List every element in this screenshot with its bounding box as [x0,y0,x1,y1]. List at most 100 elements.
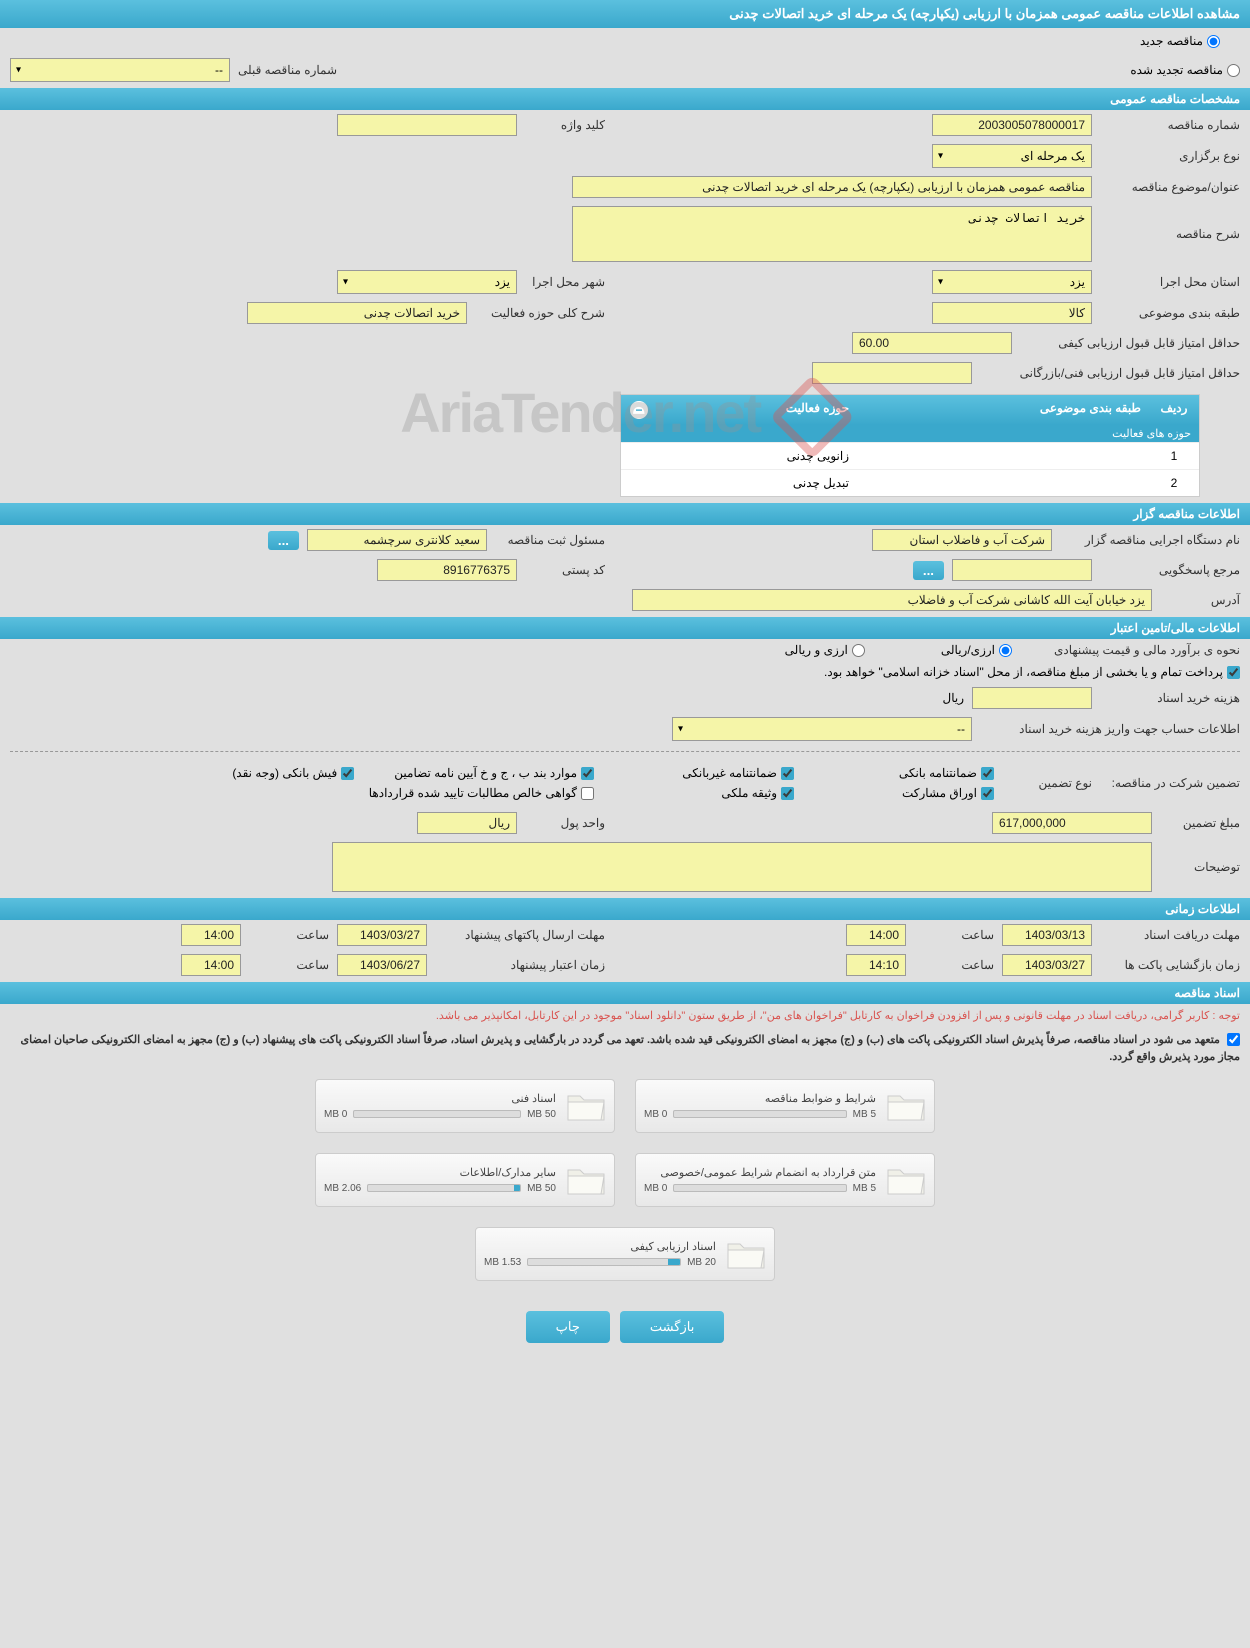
receive-date: 1403/03/13 [1002,924,1092,946]
receive-time-label: ساعت [914,928,994,942]
account-info-select[interactable]: -- [672,717,972,741]
doc-card[interactable]: سایر مدارک/اطلاعات50 MB2.06 MB [315,1153,615,1207]
cb-bank-guarantee[interactable]: ضمانتنامه بانکی [834,766,994,780]
address-field: یزد خیابان آیت الله کاشانی شرکت آب و فاض… [632,589,1152,611]
doc-total: 5 MB [853,1109,876,1120]
min-quality-label: حداقل امتیاز قابل قبول ارزیابی کیفی [1020,336,1240,350]
doc-card[interactable]: متن قرارداد به انضمام شرایط عمومی/خصوصی5… [635,1153,935,1207]
keyword-label: کلید واژه [525,118,605,132]
doc-used: 0 MB [324,1109,347,1120]
reg-person-field: سعید کلانتری سرچشمه [307,529,487,551]
city-select[interactable]: یزد [337,270,517,294]
th-row: ردیف [1149,395,1199,425]
doc-title: اسناد فنی [324,1092,556,1105]
notice-checkbox[interactable] [1227,1033,1240,1046]
guarantee-label: تضمین شرکت در مناقصه: [1100,776,1240,790]
cb-property[interactable]: وثیقه ملکی [634,786,794,800]
back-button[interactable]: بازگشت [620,1311,724,1343]
cell-n: 1 [1149,443,1199,469]
type-label: نوع برگزاری [1100,149,1240,163]
open-label: زمان بازگشایی پاکت ها [1100,958,1240,972]
minus-icon[interactable]: − [630,401,648,419]
send-date: 1403/03/27 [337,924,427,946]
guarantee-type-label: نوع تضمین [1012,776,1092,790]
doc-progress [367,1184,521,1192]
account-info-label: اطلاعات حساب جهت واریز هزینه خرید اسناد [980,722,1240,736]
radio-renewed-tender[interactable]: مناقصه تجدید شده [1130,63,1240,77]
notes-textarea[interactable] [332,842,1152,892]
min-tech-field [812,362,972,384]
doc-progress [673,1110,846,1118]
estimate-label: نحوه ی برآورد مالی و قیمت پیشنهادی [1020,643,1240,657]
cell-cat [857,443,1149,469]
activity-desc-label: شرح کلی حوزه فعالیت [475,306,605,320]
cb-items-bjw[interactable]: موارد بند ب ، ج و خ آیین نامه تضامین [394,766,594,780]
doc-progress [353,1110,521,1118]
doc-card[interactable]: اسناد فنی 50 MB 0 MB [315,1079,615,1133]
th-remove: − [621,395,657,425]
radio-foreign[interactable]: ارزی و ریالی [785,643,865,657]
cb-bank-receipt[interactable]: فیش بانکی (وجه نقد) [194,766,354,780]
send-time-label: ساعت [249,928,329,942]
doc-title: اسناد ارزیابی کیفی [484,1240,716,1253]
radio-renewed-label: مناقصه تجدید شده [1130,63,1223,77]
receive-label: مهلت دریافت اسناد [1100,928,1240,942]
doc-used: 0 MB [644,1183,667,1194]
validity-time: 14:00 [181,954,241,976]
radio-rial[interactable]: ارزی/ریالی [941,643,1012,657]
cell-act: تبدیل چدنی [657,470,857,496]
doc-total: 50 MB [527,1109,556,1120]
cb-securities[interactable]: اوراق مشارکت [834,786,994,800]
unit-field: ریال [417,812,517,834]
desc-textarea[interactable]: خرید اتصالات چدنی [572,206,1092,262]
radio-renewed-input[interactable] [1227,64,1240,77]
activity-table: ردیف طبقه بندی موضوعی حوزه فعالیت − حوزه… [620,394,1200,497]
doc-title: سایر مدارک/اطلاعات [324,1166,556,1179]
treasury-checkbox[interactable]: پرداخت تمام و یا بخشی از مبلغ مناقصه، از… [824,665,1240,679]
inquiry-label: مرجع پاسخگویی [1100,563,1240,577]
radio-new-label: مناقصه جدید [1140,34,1203,48]
province-select[interactable]: یزد [932,270,1092,294]
doc-total: 50 MB [527,1183,556,1194]
open-time-label: ساعت [914,958,994,972]
doc-card[interactable]: اسناد ارزیابی کیفی20 MB1.53 MB [475,1227,775,1281]
print-button[interactable]: چاپ [526,1311,610,1343]
section-timing: اطلاعات زمانی [0,898,1250,920]
doc-card[interactable]: شرایط و ضوابط مناقصه5 MB0 MB [635,1079,935,1133]
doc-total: 5 MB [853,1183,876,1194]
receive-time: 14:00 [846,924,906,946]
postal-label: کد پستی [525,563,605,577]
amount-field: 617,000,000 [992,812,1152,834]
min-quality-field: 60.00 [852,332,1012,354]
cell-n: 2 [1149,470,1199,496]
type-select[interactable]: یک مرحله ای [932,144,1092,168]
open-date: 1403/03/27 [1002,954,1092,976]
prev-number-select[interactable]: -- [10,58,230,82]
th-category: طبقه بندی موضوعی [857,395,1149,425]
org-label: نام دستگاه اجرایی مناقصه گزار [1060,533,1240,547]
inquiry-lookup-button[interactable]: ... [913,561,944,580]
doc-title: شرایط و ضوابط مناقصه [644,1092,876,1105]
keyword-input[interactable] [337,114,517,136]
amount-label: مبلغ تضمین [1160,816,1240,830]
reg-person-label: مسئول ثبت مناقصه [495,533,605,547]
radio-new-tender[interactable]: مناقصه جدید [1140,34,1220,48]
postal-field: 8916776375 [377,559,517,581]
city-label: شهر محل اجرا [525,275,605,289]
table-row: 2 تبدیل چدنی [621,469,1199,496]
open-time: 14:10 [846,954,906,976]
org-field: شرکت آب و فاضلاب استان [872,529,1052,551]
notice-red: توجه : کاربر گرامی، دریافت اسناد در مهلت… [0,1004,1250,1030]
section-general: مشخصات مناقصه عمومی [0,88,1250,110]
cb-net-claims[interactable]: گواهی خالص مطالبات تایید شده قراردادها [369,786,594,800]
reg-person-lookup-button[interactable]: ... [268,531,299,550]
doc-progress [673,1184,846,1192]
cell-cat [857,470,1149,496]
subject-label: عنوان/موضوع مناقصه [1100,180,1240,194]
notice-dark: متعهد می شود در اسناد مناقصه، صرفاً پذیر… [0,1030,1250,1069]
radio-new-input[interactable] [1207,35,1220,48]
cb-nonbank[interactable]: ضمانتنامه غیربانکی [634,766,794,780]
cell-act: زانویی چدنی [657,443,857,469]
desc-label: شرح مناقصه [1100,227,1240,241]
section-organizer: اطلاعات مناقصه گزار [0,503,1250,525]
